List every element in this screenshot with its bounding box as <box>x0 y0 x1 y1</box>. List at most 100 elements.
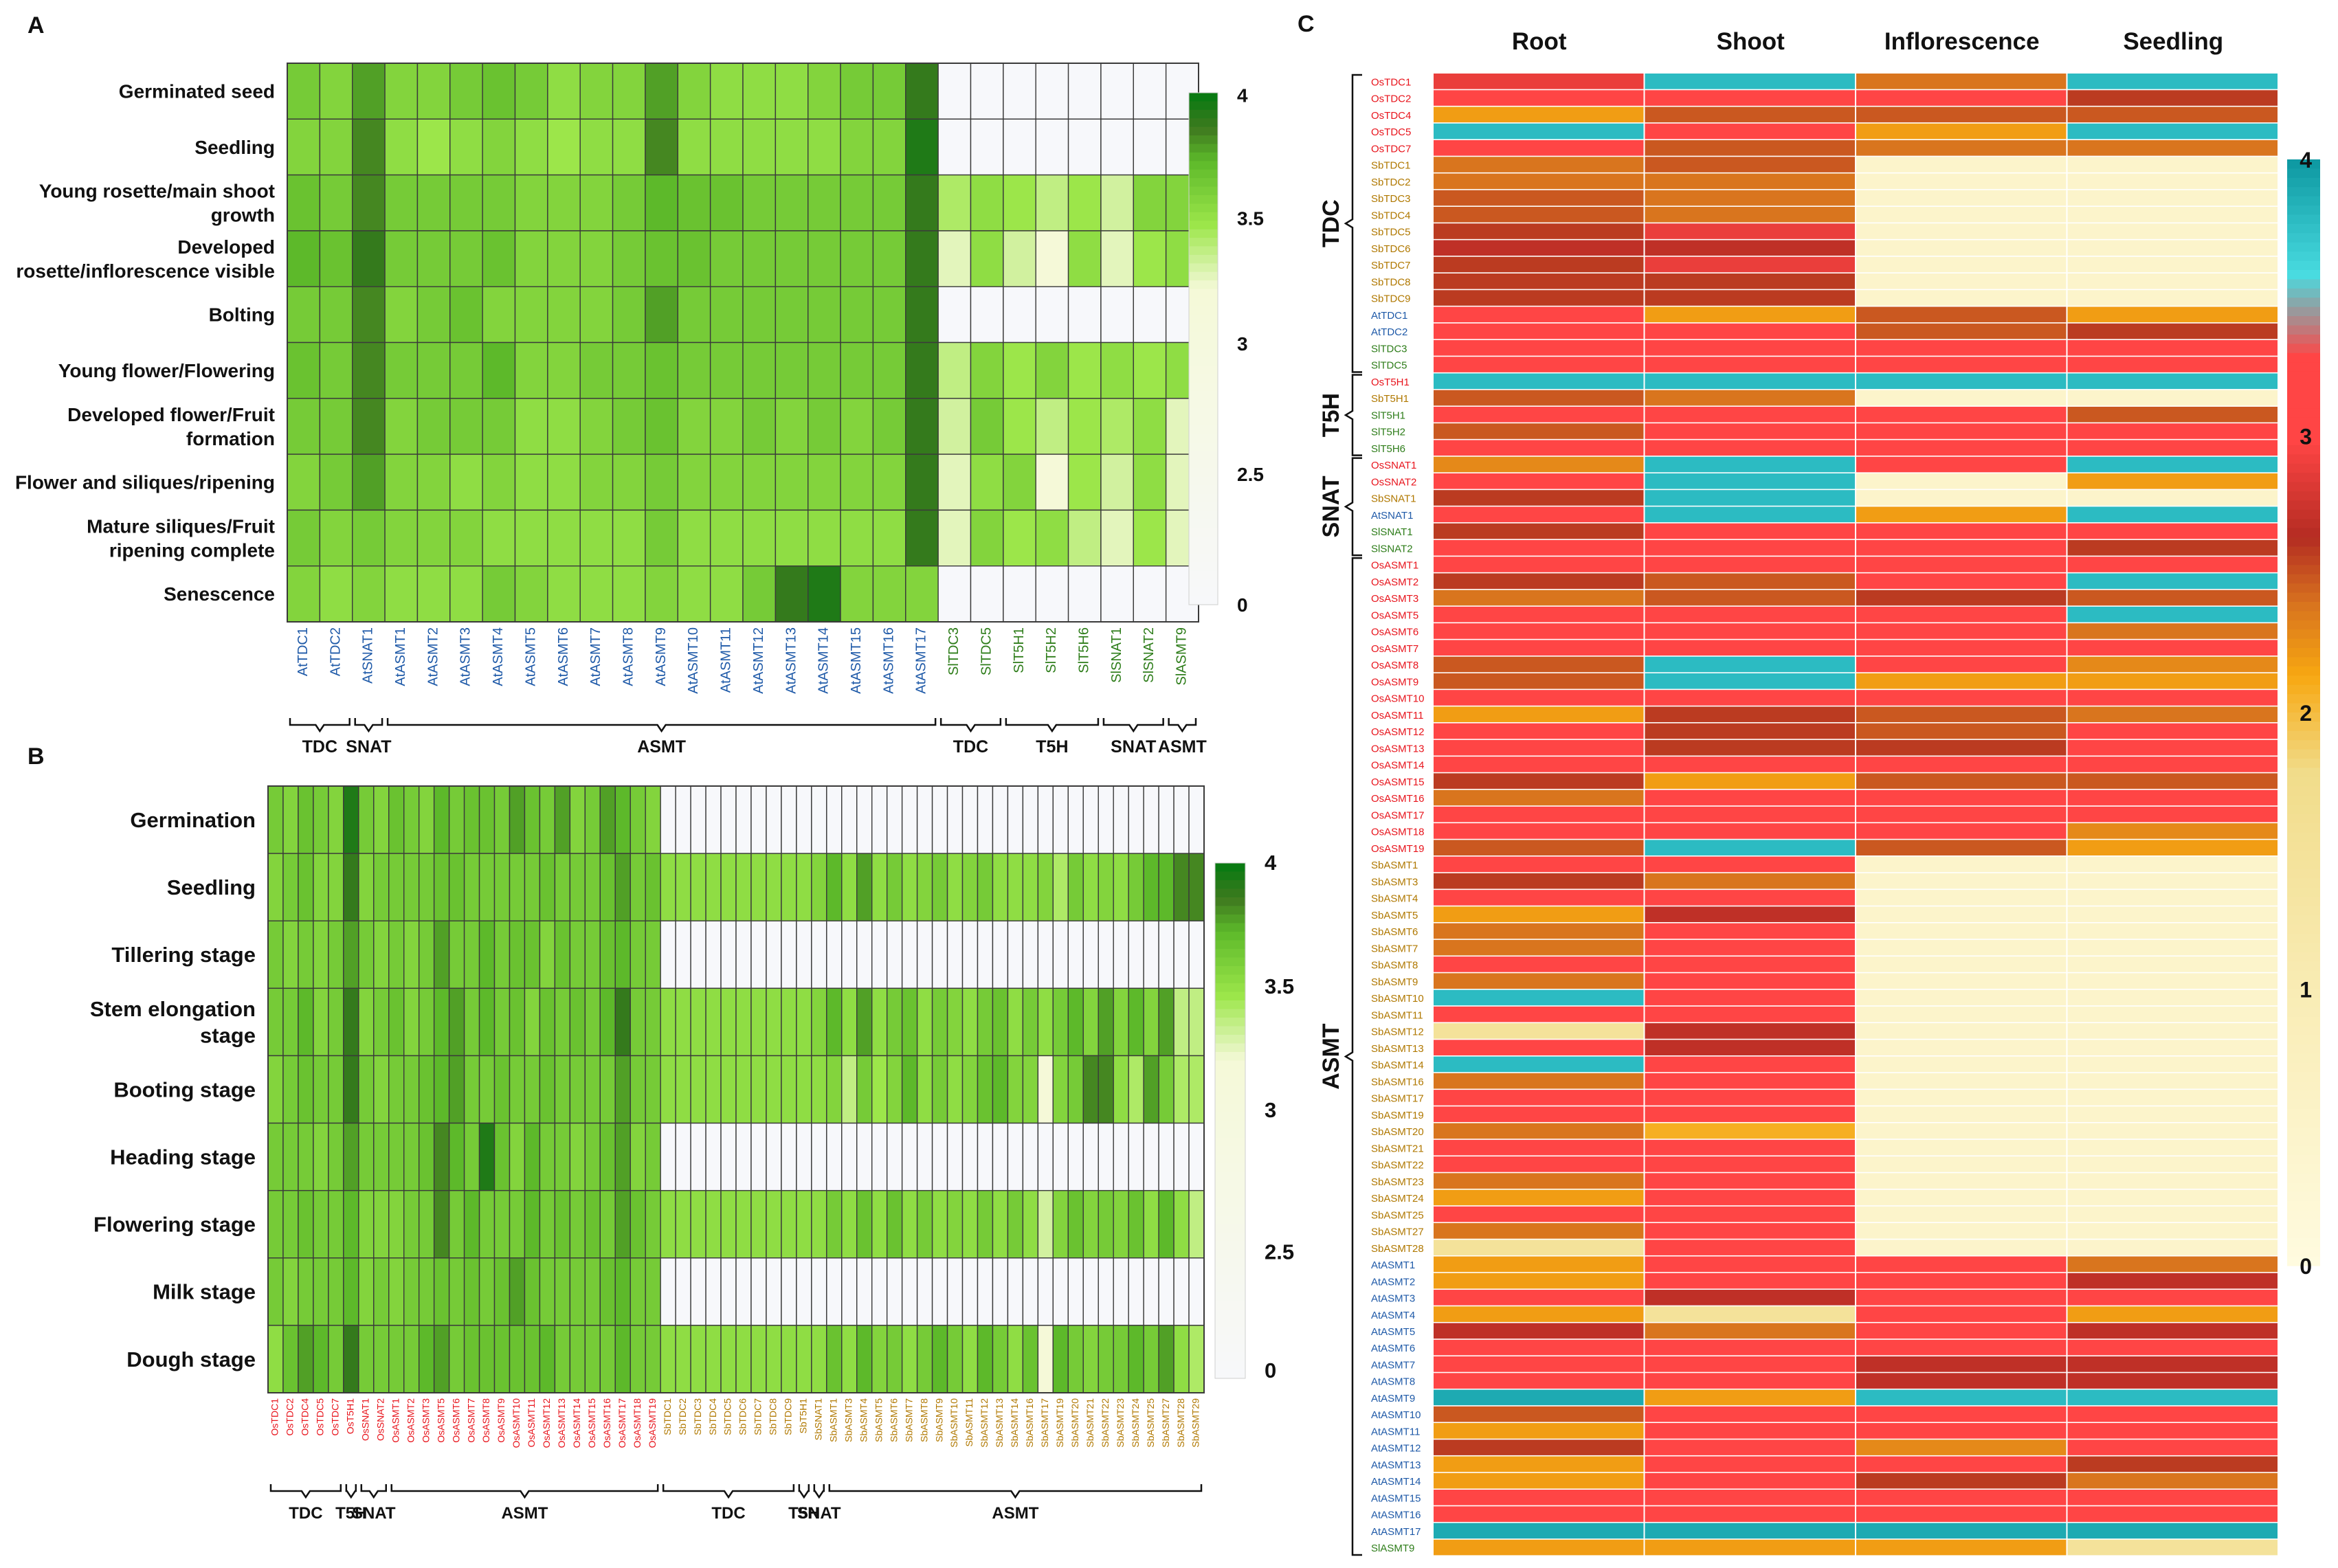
heatmap-cell <box>2067 873 2278 889</box>
heatmap-cell <box>1645 1090 1855 1106</box>
heatmap-cell <box>449 509 483 567</box>
column-header: Root <box>1512 28 1567 55</box>
heatmap-cell <box>1856 1173 2067 1189</box>
heatmap-cell <box>352 453 386 511</box>
heatmap-cell <box>1067 1122 1084 1191</box>
colorbar-segment <box>2287 223 2320 234</box>
heatmap-cell <box>2067 773 2278 789</box>
row-label: Tillering stage <box>111 943 256 967</box>
heatmap-cell <box>660 920 676 989</box>
gene-label: AtASMT14 <box>1371 1476 1421 1488</box>
heatmap-cell <box>2067 690 2278 706</box>
column-label: OsSNAT2 <box>375 1398 386 1441</box>
heatmap-cell <box>328 1189 344 1259</box>
heatmap-cell <box>482 63 516 120</box>
colorbar-segment <box>2287 555 2320 565</box>
heatmap-cell <box>775 398 809 455</box>
heatmap-cell <box>524 1325 541 1393</box>
heatmap-cell <box>1434 789 1644 806</box>
heatmap-cell <box>448 785 465 854</box>
heatmap-cell <box>905 286 939 344</box>
heatmap-cell <box>2067 1023 2278 1039</box>
heatmap-cell <box>1035 341 1069 399</box>
heatmap-cell <box>614 1055 631 1124</box>
heatmap-cell <box>298 1325 314 1393</box>
colorbar-segment <box>2287 675 2320 686</box>
row-label: Senescence <box>164 583 275 605</box>
heatmap-cell <box>1645 906 1855 923</box>
heatmap-cell <box>1188 1189 1205 1259</box>
colorbar-segment <box>1215 1318 1245 1328</box>
heatmap-cell <box>1082 1122 1099 1191</box>
heatmap-cell <box>1645 973 1855 989</box>
heatmap-cell <box>352 118 386 176</box>
heatmap-cell <box>2067 74 2278 89</box>
heatmap-cell <box>1158 1055 1174 1124</box>
heatmap-cell <box>416 398 451 455</box>
heatmap-cell <box>287 453 321 511</box>
heatmap-cell <box>742 565 777 623</box>
colorbar-segment <box>1189 212 1218 221</box>
heatmap-cell <box>1856 723 2067 739</box>
heatmap-cell <box>319 509 353 567</box>
column-label: OsTDC2 <box>285 1398 296 1436</box>
heatmap-cell <box>1434 1389 1644 1406</box>
heatmap-cell <box>2067 1273 2278 1289</box>
heatmap-cell <box>287 174 321 232</box>
heatmap-cell <box>1434 739 1644 756</box>
heatmap-cell <box>677 509 711 567</box>
heatmap-cell <box>826 1189 843 1259</box>
heatmap-cell <box>2067 1456 2278 1472</box>
colorbar-tick: 4 <box>2300 148 2312 172</box>
heatmap-cell <box>1067 785 1084 854</box>
heatmap-cell <box>1037 1055 1054 1124</box>
gene-label: AtASMT6 <box>1371 1343 1415 1354</box>
heatmap-cell <box>841 853 858 921</box>
heatmap-cell <box>775 509 809 567</box>
heatmap-cell <box>871 920 888 989</box>
heatmap-cell <box>416 118 451 176</box>
heatmap-cell <box>977 920 994 989</box>
heatmap-cell <box>775 341 809 399</box>
heatmap-cell <box>872 63 906 120</box>
colorbar-segment <box>1215 940 1245 950</box>
heatmap-cell <box>931 987 948 1057</box>
heatmap-cell <box>1052 1055 1069 1124</box>
heatmap-cell <box>1645 1456 1855 1472</box>
colorbar-segment <box>2287 1219 2320 1229</box>
heatmap-cell <box>319 398 353 455</box>
heatmap-cell <box>313 987 329 1057</box>
colorbar-segment <box>1215 888 1245 898</box>
heatmap-cell <box>1645 773 1855 789</box>
heatmap-cell <box>901 1189 918 1259</box>
gene-label: SbASMT13 <box>1371 1043 1424 1055</box>
heatmap-cell <box>384 453 419 511</box>
heatmap-cell <box>1434 723 1644 739</box>
heatmap-cell <box>614 1325 631 1393</box>
group-label: SNAT <box>352 1504 396 1523</box>
heatmap-cell <box>750 1055 767 1124</box>
heatmap-cell <box>735 1189 752 1259</box>
heatmap-cell <box>937 174 972 232</box>
heatmap-cell <box>1434 1173 1644 1189</box>
heatmap-cell <box>599 785 616 854</box>
heatmap-cell <box>937 341 972 399</box>
column-label: AtSNAT1 <box>361 627 376 684</box>
heatmap-cell <box>478 920 496 989</box>
heatmap-cell <box>298 1122 314 1191</box>
gene-label: SbASMT25 <box>1371 1209 1424 1221</box>
row-label: Mature siliques/Fruit <box>87 515 275 537</box>
heatmap-cell <box>630 1257 646 1326</box>
heatmap-cell <box>970 118 1004 176</box>
heatmap-cell <box>705 1189 722 1259</box>
heatmap-cell <box>373 853 390 921</box>
heatmap-cell <box>709 565 744 623</box>
heatmap-cell <box>554 1257 571 1326</box>
heatmap-cell <box>946 1122 964 1191</box>
heatmap-cell <box>612 286 646 344</box>
gene-label: AtASMT3 <box>1371 1293 1415 1305</box>
heatmap-cell <box>1856 74 2067 89</box>
heatmap-cell <box>319 453 353 511</box>
heatmap-cell <box>750 987 767 1057</box>
column-label: OsTDC1 <box>269 1398 280 1436</box>
